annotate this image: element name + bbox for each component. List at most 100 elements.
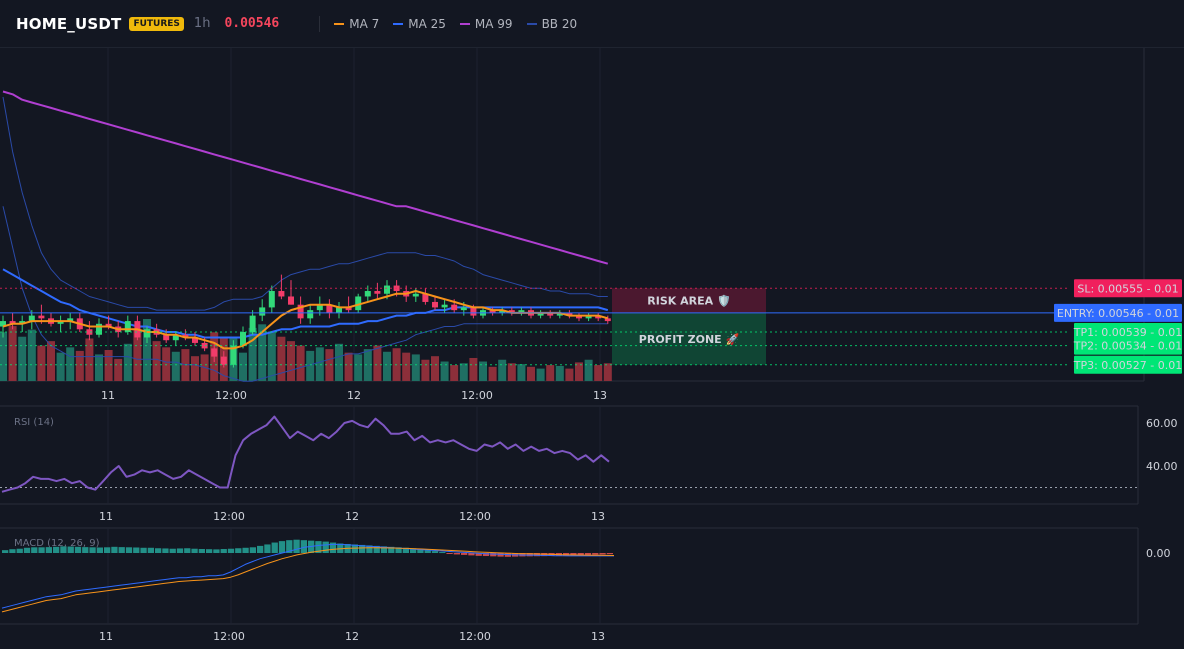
volume-bar [402, 352, 411, 381]
macd-y-tick-zero: 0.00 [1146, 547, 1171, 560]
volume-bar [258, 324, 267, 381]
volume-bar [498, 359, 507, 381]
volume-bar [411, 354, 420, 381]
x-tick-main: 12:00 [215, 389, 247, 402]
candle-body [38, 315, 45, 319]
ma7-swatch [334, 22, 345, 25]
volume-bar [354, 354, 363, 381]
candle-body [326, 304, 333, 313]
candle-body [124, 321, 131, 333]
volume-bar [594, 365, 603, 381]
macd-line [1, 543, 614, 609]
volume-bar [171, 351, 180, 381]
volume-bar [450, 365, 459, 381]
volume-bar [0, 332, 7, 381]
macd-histogram-bar [162, 548, 169, 553]
candle-body [182, 334, 189, 338]
macd-histogram-bar [453, 553, 460, 555]
macd-histogram-bar [286, 540, 293, 553]
x-tick-rsi: 12:00 [459, 510, 491, 523]
symbol-name[interactable]: HOME_USDT [16, 14, 122, 33]
macd-histogram-bar [402, 547, 409, 553]
x-tick-rsi: 12 [345, 510, 359, 523]
candle-body [518, 310, 525, 313]
legend-ma7[interactable]: MA 7 [334, 17, 379, 31]
current-price: 0.00546 [224, 16, 280, 31]
macd-histogram-bar [475, 553, 482, 556]
chart-canvas[interactable]: RISK AREA 🛡️ PROFIT ZONE 🚀 SL: 0.00555 - 0… [0, 48, 1184, 649]
entry-level-tag-label: ENTRY: 0.00546 - 0.01 [1057, 307, 1179, 320]
sl-level-tag-label: SL: 0.00555 - 0.01 [1077, 282, 1178, 295]
volume-bar [8, 326, 17, 381]
macd-histogram-bar [206, 549, 213, 553]
macd-histogram-bar [198, 549, 205, 553]
volume-bar [191, 356, 199, 381]
macd-histogram-bar [213, 549, 220, 553]
macd-title: MACD (12, 26, 9) [14, 538, 100, 549]
volume-bar [488, 366, 497, 381]
macd-histogram-bar [424, 550, 431, 553]
candle-body [595, 315, 602, 319]
candle-body [412, 293, 419, 297]
macd-histogram-bar [490, 553, 497, 557]
macd-histogram-bar [322, 541, 329, 553]
candle-body [297, 304, 304, 319]
volume-bar [440, 361, 449, 381]
volume-bar [555, 365, 564, 381]
profit-zone-box [612, 312, 766, 365]
legend-ma99[interactable]: MA 99 [459, 16, 513, 31]
tp3-level-tag [1074, 355, 1182, 374]
legend-ma25[interactable]: MA 25 [393, 17, 446, 31]
macd-histogram-bar [380, 546, 388, 553]
rsi-y-tick-40: 40.00 [1146, 460, 1178, 473]
macd-histogram-bar [31, 547, 38, 553]
volume-bar [75, 350, 84, 381]
candle-body [470, 307, 477, 316]
macd-histogram-bar [125, 547, 133, 553]
candle-body [566, 312, 573, 316]
volume-bar [383, 351, 391, 381]
legend-bb20-label: BB 20 [541, 16, 578, 31]
macd-histogram-bar [271, 542, 278, 553]
rsi-line [1, 415, 610, 493]
candle-body [364, 291, 371, 297]
macd-histogram-bar [257, 545, 264, 553]
macd-histogram-bar [570, 553, 577, 556]
macd-histogram-bar [60, 546, 67, 553]
volume-bar [239, 352, 247, 381]
volume-bar [143, 319, 151, 381]
legend-bb20[interactable]: BB 20 [526, 16, 578, 31]
chart-header: HOME_USDT FUTURES 1h 0.00546 MA 7 MA 25 … [0, 0, 1184, 48]
candle-body [508, 310, 515, 313]
macd-histogram-bar [176, 548, 184, 553]
volume-bar [507, 363, 516, 381]
volume-bar [517, 364, 526, 381]
macd-histogram-bar [2, 550, 9, 553]
legend-ma99-label: MA 99 [474, 16, 513, 31]
macd-histogram-bar [235, 548, 242, 553]
candle-body [57, 321, 64, 324]
entry-level-tag [1054, 303, 1182, 322]
volume-bar [267, 331, 276, 381]
macd-histogram-bar [446, 553, 453, 554]
macd-histogram-bar [227, 548, 235, 553]
legend-ma7-label: MA 7 [349, 16, 380, 31]
volume-bar [37, 345, 46, 381]
macd-histogram-bar [147, 547, 154, 553]
x-tick-main: 13 [593, 389, 607, 402]
macd-histogram-bar [74, 546, 82, 553]
profit-zone-label: PROFIT ZONE 🚀 [639, 333, 740, 346]
candle-body [576, 315, 582, 319]
candle-body [211, 348, 218, 357]
volume-bar [66, 347, 75, 381]
macd-histogram-bar [417, 549, 424, 553]
macd-histogram-bar [16, 548, 23, 553]
macd-histogram-bar [278, 541, 286, 553]
x-tick-main: 12:00 [461, 389, 493, 402]
timeframe-label[interactable]: 1h [193, 16, 211, 31]
candle-body [556, 312, 563, 316]
volume-bar [123, 343, 132, 381]
candle-body [201, 342, 208, 349]
candle-body [384, 285, 390, 294]
volume-bar [469, 357, 478, 381]
